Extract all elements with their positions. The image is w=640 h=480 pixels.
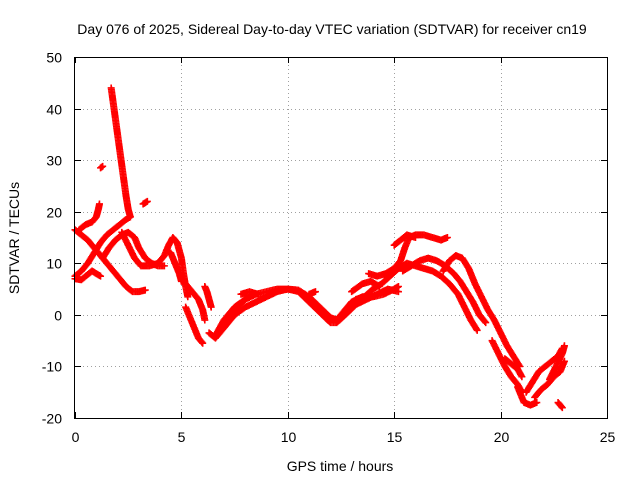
data-point [411, 234, 419, 241]
y-tick-label: 20 [46, 205, 62, 221]
data-point [473, 326, 481, 334]
y-axis-label: SDTVAR / TECUs [6, 182, 22, 294]
y-tick-label: 0 [54, 308, 62, 324]
data-point [518, 373, 526, 381]
data-point [99, 162, 107, 170]
x-tick-label: 10 [281, 429, 297, 445]
data-point [160, 262, 168, 270]
plot-frame [74, 57, 608, 419]
data-point [201, 316, 209, 324]
y-tick-label: 50 [46, 50, 62, 66]
data-point [481, 317, 489, 325]
data-point [198, 338, 206, 346]
y-tick-label: -10 [42, 359, 62, 375]
data-point [184, 293, 192, 301]
x-tick-label: 5 [178, 429, 186, 445]
data-point [241, 295, 249, 303]
chart-title: Day 076 of 2025, Sidereal Day-to-day VTE… [77, 21, 587, 37]
x-tick-label: 20 [494, 429, 510, 445]
data-point [141, 286, 149, 294]
data-point [97, 272, 105, 280]
y-tick-label: 10 [46, 256, 62, 272]
data-point [126, 213, 134, 221]
y-tick-label: 30 [46, 153, 62, 169]
data-point [394, 288, 402, 296]
data-points [71, 84, 568, 412]
data-point [207, 303, 215, 311]
x-tick-label: 25 [600, 429, 616, 445]
data-point [199, 339, 207, 347]
data-point [311, 288, 319, 296]
data-point [482, 319, 490, 327]
data-point [533, 399, 541, 407]
data-point [143, 197, 151, 205]
data-point [95, 200, 103, 208]
data-point [177, 277, 185, 285]
x-axis-label: GPS time / hours [287, 458, 394, 474]
y-tick-label: -20 [42, 411, 62, 427]
data-point [560, 342, 568, 350]
axis-ticks: 0 5 10 15 20 25 -20 -10 0 10 20 30 40 50 [42, 50, 616, 446]
data-point [558, 404, 566, 412]
x-tick-label: 0 [72, 429, 80, 445]
data-point [254, 290, 262, 298]
data-point [240, 296, 248, 304]
y-tick-label: 40 [46, 102, 62, 118]
data-point [557, 403, 565, 411]
data-point [443, 234, 451, 241]
x-tick-label: 15 [387, 429, 403, 445]
